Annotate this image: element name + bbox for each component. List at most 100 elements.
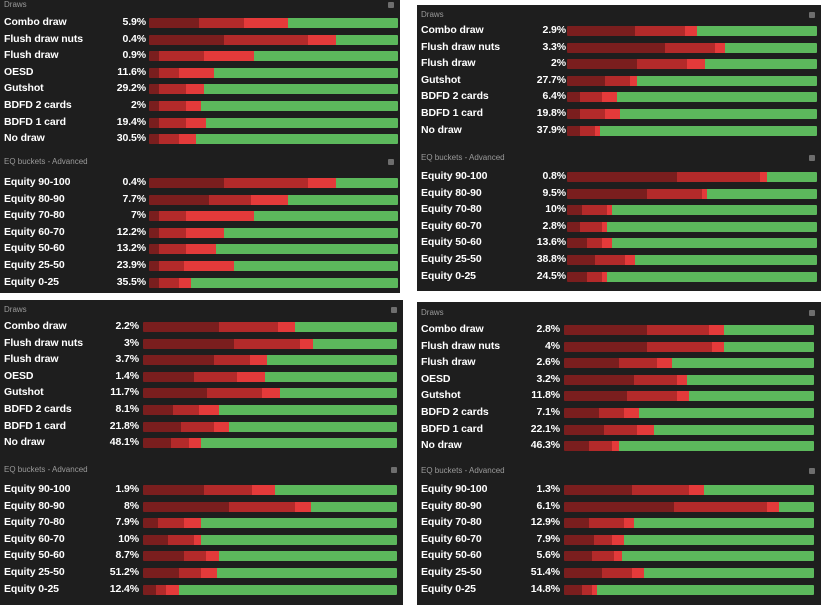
- menu-icon[interactable]: [809, 468, 815, 474]
- equity-bar[interactable]: [564, 584, 814, 595]
- eq-buckets-row[interactable]: Equity 80-90 7.7%: [0, 192, 400, 208]
- eq-buckets-row[interactable]: Equity 80-90 6.1%: [417, 499, 821, 515]
- equity-bar[interactable]: [149, 117, 398, 128]
- draws-row[interactable]: Flush draw 2%: [417, 56, 821, 72]
- equity-bar[interactable]: [143, 388, 397, 399]
- draws-row[interactable]: No draw 30.5%: [0, 131, 400, 147]
- equity-bar[interactable]: [143, 421, 397, 432]
- equity-bar[interactable]: [143, 518, 397, 529]
- equity-bar[interactable]: [143, 568, 397, 578]
- menu-icon[interactable]: [388, 159, 394, 165]
- eq-buckets-row[interactable]: Equity 25-50 51.4%: [417, 565, 821, 581]
- equity-bar[interactable]: [143, 584, 397, 595]
- equity-bar[interactable]: [564, 408, 814, 418]
- equity-bar[interactable]: [143, 322, 397, 332]
- equity-bar[interactable]: [564, 534, 814, 545]
- equity-bar[interactable]: [143, 338, 397, 349]
- equity-bar[interactable]: [149, 244, 398, 255]
- equity-bar[interactable]: [564, 441, 814, 452]
- draws-row[interactable]: BDFD 2 cards 8.1%: [0, 402, 403, 418]
- eq-buckets-row[interactable]: Equity 0-25 12.4%: [0, 582, 403, 598]
- draws-row[interactable]: Gutshot 29.2%: [0, 81, 400, 97]
- equity-bar[interactable]: [567, 238, 817, 249]
- draws-row[interactable]: BDFD 2 cards 2%: [0, 98, 400, 114]
- equity-bar[interactable]: [149, 277, 398, 288]
- eq-buckets-row[interactable]: Equity 60-70 10%: [0, 532, 403, 548]
- draws-row[interactable]: Flush draw nuts 4%: [417, 339, 821, 355]
- eq-buckets-row[interactable]: Equity 60-70 7.9%: [417, 532, 821, 548]
- draws-row[interactable]: Flush draw 3.7%: [0, 352, 403, 368]
- draws-row[interactable]: Flush draw 2.6%: [417, 355, 821, 371]
- menu-icon[interactable]: [809, 12, 815, 18]
- eq-buckets-row[interactable]: Equity 0-25 24.5%: [417, 269, 821, 285]
- draws-row[interactable]: No draw 48.1%: [0, 435, 403, 451]
- equity-bar[interactable]: [149, 84, 398, 95]
- equity-bar[interactable]: [567, 125, 817, 136]
- equity-bar[interactable]: [149, 227, 398, 238]
- draws-row[interactable]: BDFD 1 card 22.1%: [417, 422, 821, 438]
- equity-bar[interactable]: [564, 358, 814, 369]
- draws-row[interactable]: Flush draw nuts 0.4%: [0, 32, 400, 48]
- eq-buckets-row[interactable]: Equity 90-100 0.4%: [0, 175, 400, 191]
- eq-buckets-row[interactable]: Equity 70-80 12.9%: [417, 515, 821, 531]
- draws-row[interactable]: Flush draw 0.9%: [0, 48, 400, 64]
- eq-buckets-row[interactable]: Equity 80-90 8%: [0, 499, 403, 515]
- draws-row[interactable]: Combo draw 2.9%: [417, 23, 821, 39]
- equity-bar[interactable]: [149, 51, 398, 62]
- eq-buckets-row[interactable]: Equity 0-25 35.5%: [0, 275, 400, 291]
- equity-bar[interactable]: [567, 75, 817, 86]
- draws-row[interactable]: Gutshot 11.8%: [417, 388, 821, 404]
- equity-bar[interactable]: [567, 271, 817, 282]
- draws-row[interactable]: No draw 37.9%: [417, 123, 821, 139]
- equity-bar[interactable]: [143, 405, 397, 415]
- eq-buckets-row[interactable]: Equity 25-50 23.9%: [0, 258, 400, 274]
- equity-bar[interactable]: [564, 424, 814, 435]
- equity-bar[interactable]: [149, 34, 398, 45]
- equity-bar[interactable]: [149, 261, 398, 271]
- equity-bar[interactable]: [567, 59, 817, 70]
- draws-row[interactable]: BDFD 1 card 19.4%: [0, 115, 400, 131]
- equity-bar[interactable]: [567, 42, 817, 53]
- equity-bar[interactable]: [564, 391, 814, 402]
- eq-buckets-row[interactable]: Equity 90-100 0.8%: [417, 169, 821, 185]
- draws-row[interactable]: Combo draw 2.2%: [0, 319, 403, 335]
- equity-bar[interactable]: [567, 221, 817, 232]
- equity-bar[interactable]: [564, 374, 814, 385]
- draws-row[interactable]: BDFD 2 cards 6.4%: [417, 89, 821, 105]
- equity-bar[interactable]: [143, 485, 397, 495]
- equity-bar[interactable]: [564, 501, 814, 512]
- eq-buckets-row[interactable]: Equity 50-60 13.6%: [417, 235, 821, 251]
- draws-row[interactable]: Flush draw nuts 3.3%: [417, 40, 821, 56]
- eq-buckets-row[interactable]: Equity 50-60 13.2%: [0, 241, 400, 257]
- equity-bar[interactable]: [567, 255, 817, 265]
- equity-bar[interactable]: [143, 438, 397, 449]
- draws-row[interactable]: BDFD 2 cards 7.1%: [417, 405, 821, 421]
- draws-row[interactable]: Gutshot 11.7%: [0, 385, 403, 401]
- eq-buckets-row[interactable]: Equity 70-80 7%: [0, 208, 400, 224]
- equity-bar[interactable]: [564, 325, 814, 335]
- equity-bar[interactable]: [149, 101, 398, 111]
- equity-bar[interactable]: [149, 211, 398, 222]
- menu-icon[interactable]: [809, 155, 815, 161]
- eq-buckets-row[interactable]: Equity 25-50 51.2%: [0, 565, 403, 581]
- draws-row[interactable]: Combo draw 5.9%: [0, 15, 400, 31]
- equity-bar[interactable]: [149, 67, 398, 78]
- draws-row[interactable]: BDFD 1 card 19.8%: [417, 106, 821, 122]
- equity-bar[interactable]: [149, 134, 398, 145]
- equity-bar[interactable]: [567, 26, 817, 36]
- equity-bar[interactable]: [564, 485, 814, 495]
- menu-icon[interactable]: [391, 467, 397, 473]
- equity-bar[interactable]: [149, 178, 398, 188]
- equity-bar[interactable]: [143, 551, 397, 562]
- equity-bar[interactable]: [567, 205, 817, 216]
- equity-bar[interactable]: [143, 501, 397, 512]
- draws-row[interactable]: BDFD 1 card 21.8%: [0, 419, 403, 435]
- equity-bar[interactable]: [567, 92, 817, 103]
- eq-buckets-row[interactable]: Equity 90-100 1.3%: [417, 482, 821, 498]
- equity-bar[interactable]: [143, 371, 397, 382]
- draws-row[interactable]: OESD 3.2%: [417, 372, 821, 388]
- eq-buckets-row[interactable]: Equity 90-100 1.9%: [0, 482, 403, 498]
- eq-buckets-row[interactable]: Equity 60-70 2.8%: [417, 219, 821, 235]
- equity-bar[interactable]: [149, 18, 398, 28]
- eq-buckets-row[interactable]: Equity 60-70 12.2%: [0, 225, 400, 241]
